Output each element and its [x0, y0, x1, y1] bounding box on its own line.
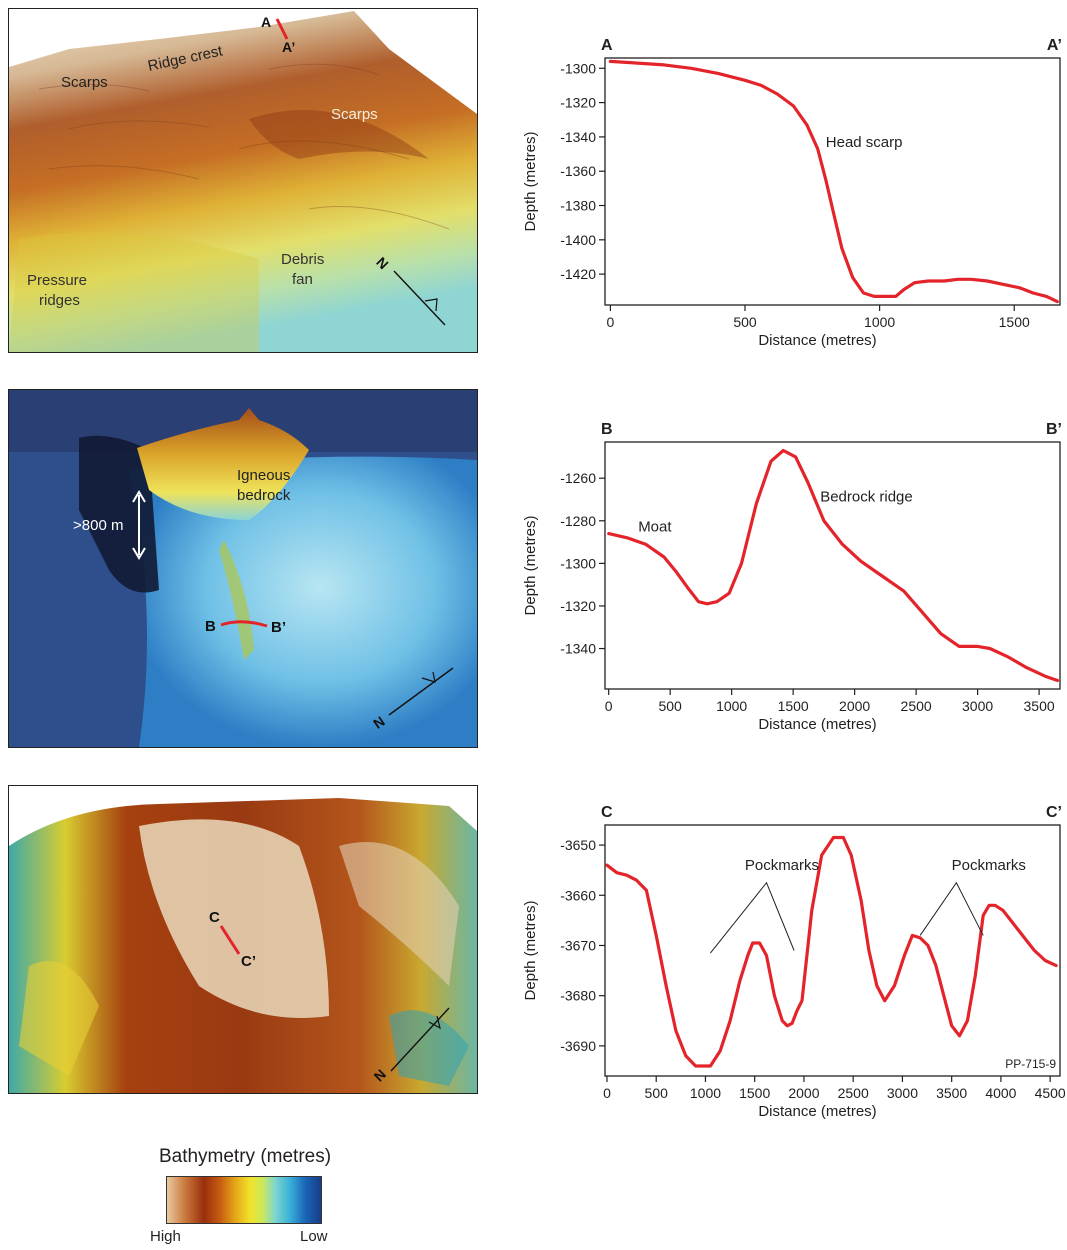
profile-start-label: A — [601, 37, 613, 54]
map-c-profile-end: C’ — [241, 953, 256, 970]
x-axis-label: Distance (metres) — [758, 332, 876, 349]
map-label-height: >800 m — [73, 517, 123, 534]
y-tick-label: -1360 — [560, 163, 596, 179]
x-tick-label: 500 — [645, 1085, 669, 1101]
bathymetry-legend: Bathymetry (metres) High Low — [140, 1146, 350, 1246]
profile-start-label: B — [601, 421, 613, 438]
map-a-profile-end: A’ — [282, 39, 295, 55]
annotation-label: Pockmarks — [952, 857, 1026, 874]
depth-profile-chart-b: B B’ 0 500 1000 1500 2000 2500 3000 3500 -1260 -128… — [522, 421, 1062, 733]
x-tick-label: 2000 — [839, 698, 870, 714]
x-tick-label: 3500 — [1024, 698, 1055, 714]
depth-profile-chart-a: A A’ 0 500 1000 1500 -1300 -1320 -1340 -1360 -1380… — [522, 37, 1062, 349]
legend-color-bar — [166, 1176, 322, 1224]
y-tick-label: -3670 — [560, 937, 596, 953]
map-b-profile-end: B’ — [271, 619, 286, 636]
annotation-label: Head scarp — [826, 134, 903, 151]
x-tick-label: 500 — [733, 314, 757, 330]
height-arrow-icon — [132, 490, 146, 560]
x-tick-label: 3500 — [936, 1085, 967, 1101]
map-label-igneous-2: bedrock — [237, 487, 291, 504]
x-tick-label: 2500 — [838, 1085, 869, 1101]
y-tick-label: -1340 — [560, 129, 596, 145]
y-tick-label: -1340 — [560, 641, 596, 657]
map-a-profile-start: A — [261, 14, 271, 30]
map-label-igneous-1: Igneous — [237, 467, 290, 484]
x-tick-label: 1000 — [864, 314, 895, 330]
legend-title: Bathymetry (metres) — [158, 1146, 332, 1167]
map-label-pressure-ridges-1: Pressure — [27, 272, 87, 289]
profile-series-line — [608, 59, 1059, 304]
map-label-debris-fan-1: Debris — [281, 251, 324, 268]
annotation-leader — [919, 881, 984, 936]
legend-high-label: High — [150, 1228, 181, 1245]
annotation-label: Pockmarks — [745, 857, 819, 874]
x-tick-label: 0 — [603, 1085, 611, 1101]
y-tick-label: -3690 — [560, 1038, 596, 1054]
bathymetry-map-a: A A’ Scarps Ridge crest Scarps Pressure … — [8, 8, 478, 353]
profile-series-line — [607, 448, 1060, 683]
profile-start-label: C — [601, 804, 613, 821]
y-tick-label: -1260 — [560, 470, 596, 486]
x-tick-label: 1000 — [716, 698, 747, 714]
annotation-leader — [709, 881, 795, 954]
x-tick-label: 3000 — [962, 698, 993, 714]
x-tick-label: 4500 — [1035, 1085, 1066, 1101]
map-label-scarps-right: Scarps — [331, 106, 378, 123]
y-tick-label: -1280 — [560, 513, 596, 529]
map-b-profile-start: B — [205, 618, 216, 635]
x-tick-label: 2500 — [901, 698, 932, 714]
annotation-label: Bedrock ridge — [820, 489, 913, 506]
x-tick-label: 3000 — [887, 1085, 918, 1101]
bathymetry-map-b: B B’ Igneous bedrock >800 m N — [8, 389, 478, 748]
x-tick-label: 1500 — [999, 314, 1030, 330]
x-axis-label: Distance (metres) — [758, 1103, 876, 1120]
y-axis-label: Depth (metres) — [522, 900, 539, 1000]
annotation-label: Moat — [638, 518, 672, 535]
profile-end-label: B’ — [1046, 421, 1062, 438]
x-tick-label: 0 — [606, 314, 614, 330]
profile-series-line — [605, 835, 1058, 1068]
profile-end-label: C’ — [1046, 804, 1062, 821]
figure-code-label: PP-715-9 — [1005, 1057, 1056, 1071]
x-tick-label: 4000 — [985, 1085, 1016, 1101]
legend-low-label: Low — [300, 1228, 328, 1245]
y-tick-label: -1400 — [560, 232, 596, 248]
y-tick-label: -1320 — [560, 598, 596, 614]
y-tick-label: -1300 — [560, 555, 596, 571]
x-axis-label: Distance (metres) — [758, 716, 876, 733]
plot-frame — [604, 824, 1061, 1077]
y-tick-label: -1380 — [560, 198, 596, 214]
plot-frame — [604, 441, 1061, 690]
bathymetry-map-c: C C’ N — [8, 785, 478, 1094]
x-tick-label: 0 — [605, 698, 613, 714]
map-c-profile-start: C — [209, 909, 220, 926]
map-label-scarps-left: Scarps — [61, 74, 108, 91]
depth-profile-chart-c: C C’ 0 500 1000 1500 2000 2500 3000 3500 4000 4500 -… — [522, 804, 1066, 1120]
y-tick-label: -3650 — [560, 837, 596, 853]
y-tick-label: -3680 — [560, 988, 596, 1004]
x-tick-label: 500 — [658, 698, 682, 714]
y-tick-label: -1420 — [560, 266, 596, 282]
x-tick-label: 1500 — [778, 698, 809, 714]
y-tick-label: -3660 — [560, 887, 596, 903]
map-label-debris-fan-2: fan — [292, 271, 313, 288]
x-tick-label: 2000 — [788, 1085, 819, 1101]
x-tick-label: 1000 — [690, 1085, 721, 1101]
map-label-pressure-ridges-2: ridges — [39, 292, 80, 309]
y-axis-label: Depth (metres) — [522, 515, 539, 615]
y-axis-label: Depth (metres) — [522, 131, 539, 231]
plot-frame — [604, 57, 1061, 306]
y-tick-label: -1300 — [560, 60, 596, 76]
x-tick-label: 1500 — [739, 1085, 770, 1101]
y-tick-label: -1320 — [560, 95, 596, 111]
profile-end-label: A’ — [1047, 37, 1062, 54]
